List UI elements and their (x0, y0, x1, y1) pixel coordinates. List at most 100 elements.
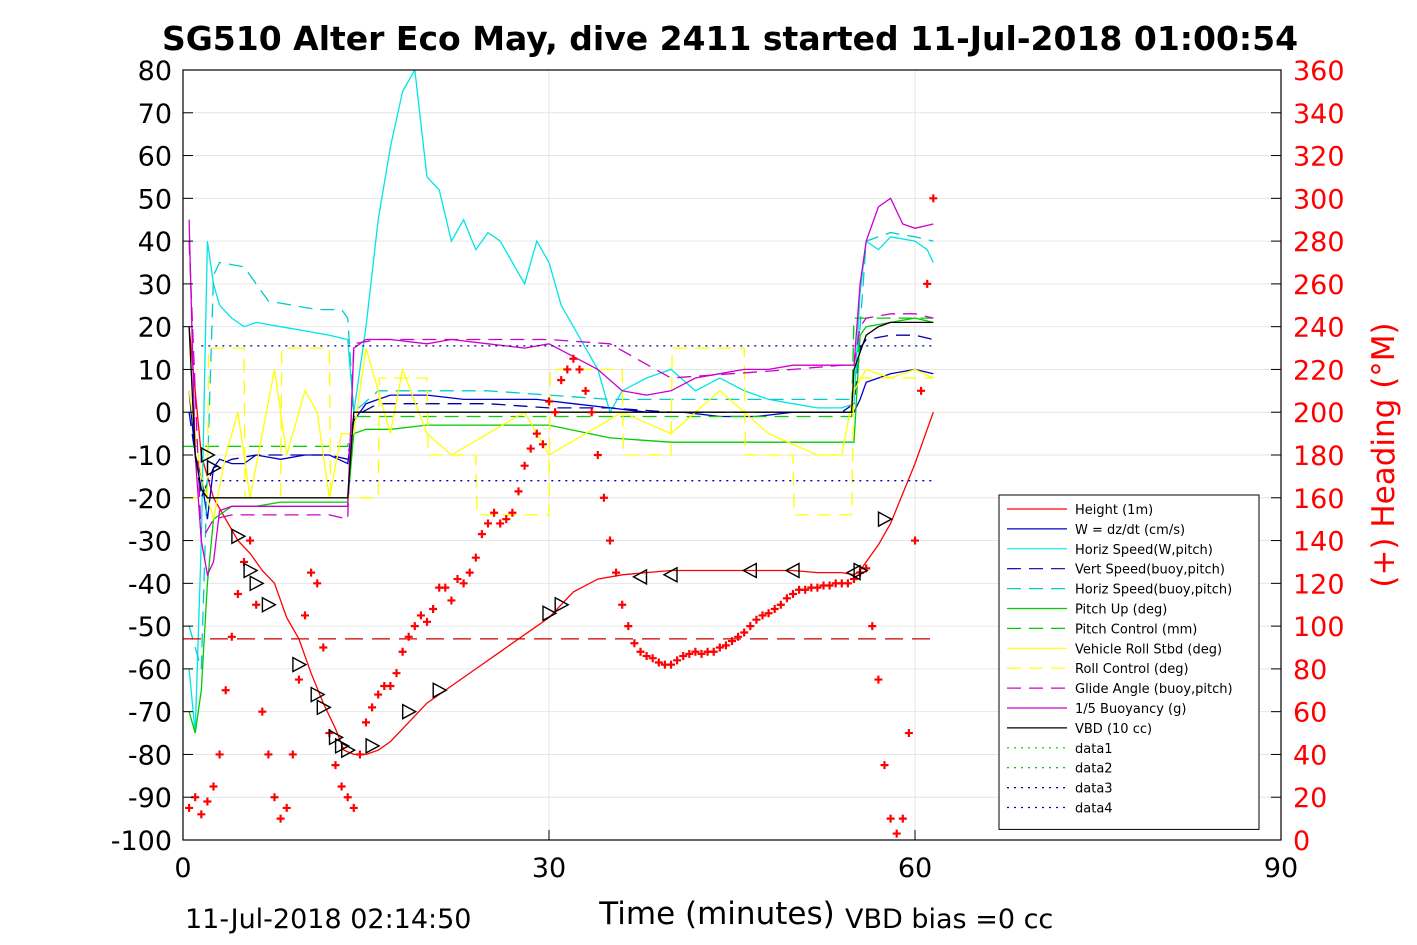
heading-point-93 (752, 615, 761, 624)
y-tick-label-left-9: -10 (128, 441, 172, 472)
y-tick-label-right-6: 240 (1293, 313, 1345, 344)
legend-label-12: data1 (1075, 742, 1113, 757)
heading-point-114 (880, 761, 889, 770)
y-tick-label-left-6: 20 (138, 313, 172, 344)
y-tick-label-right-18: 0 (1293, 826, 1310, 857)
heading-point-115 (886, 814, 895, 823)
y-tick-label-right-9: 180 (1293, 441, 1345, 472)
y-tick-label-left-1: 70 (138, 99, 172, 130)
y-tick-label-right-11: 140 (1293, 527, 1345, 558)
y-tick-label-right-12: 120 (1293, 569, 1345, 600)
series-line-horiz-speed-w-pitch (188, 70, 934, 734)
heading-point-120 (917, 386, 926, 395)
heading-point-99 (789, 590, 797, 599)
heading-point-28 (355, 750, 364, 759)
legend-box (998, 494, 1260, 830)
heading-point-55 (520, 461, 529, 470)
heading-point-22 (319, 643, 328, 652)
heading-point-26 (343, 793, 352, 802)
heading-point-24 (331, 761, 340, 770)
dive-marker-4 (249, 575, 265, 592)
dive-marker-1 (206, 459, 222, 477)
heading-point-42 (441, 583, 450, 592)
heading-point-76 (648, 654, 657, 663)
heading-point-90 (734, 632, 743, 641)
heading-point-39 (423, 617, 431, 626)
y-tick-label-left-5: 30 (138, 270, 172, 301)
heading-point-69 (606, 536, 614, 545)
climb-marker-1 (662, 566, 678, 583)
heading-point-33 (386, 682, 395, 690)
chart-title: SG510 Alter Eco May, dive 2411 started 1… (162, 19, 1298, 58)
heading-point-81 (679, 652, 688, 661)
legend-label-13: data2 (1075, 762, 1113, 777)
heading-point-43 (447, 596, 456, 605)
series-line-horiz-speed-buoy-pitch (188, 231, 934, 670)
heading-point-75 (642, 652, 651, 661)
heading-point-8 (233, 590, 242, 599)
y-tick-label-right-16: 40 (1293, 740, 1327, 771)
series-line-1-5-buoyancy-g (188, 197, 934, 577)
legend-label-14: data3 (1075, 782, 1113, 797)
series-line-vbd-10-cc (188, 321, 934, 499)
y-tick-label-left-16: -80 (128, 740, 172, 771)
y-tick-label-left-15: -70 (128, 698, 172, 729)
dive-marker-5 (261, 596, 277, 613)
heading-point-47 (471, 553, 480, 562)
heading-point-86 (709, 647, 718, 656)
legend-label-3: Vert Speed(buoy,pitch) (1075, 563, 1225, 578)
heading-point-5 (215, 750, 224, 759)
heading-point-10 (246, 536, 255, 545)
heading-point-18 (294, 675, 303, 684)
dive-marker-8 (316, 699, 332, 716)
heading-point-2 (197, 810, 206, 819)
heading-point-44 (453, 575, 462, 584)
heading-point-101 (801, 585, 810, 594)
heading-point-11 (252, 600, 261, 609)
footer-timestamp: 11-Jul-2018 02:14:50 (185, 904, 471, 935)
legend-label-15: data4 (1075, 802, 1113, 817)
heading-point-17 (288, 750, 297, 759)
y-tick-label-left-3: 50 (138, 184, 172, 215)
heading-point-25 (337, 782, 346, 791)
heading-point-108 (843, 579, 852, 588)
series-line-pitch-up-deg (188, 317, 934, 734)
series-layer (183, 70, 934, 756)
heading-point-30 (368, 703, 377, 712)
heading-point-122 (929, 194, 938, 203)
heading-point-35 (398, 647, 407, 656)
y-tick-label-left-13: -50 (128, 612, 172, 643)
y-tick-label-right-14: 80 (1293, 655, 1327, 686)
heading-point-57 (532, 429, 541, 438)
heading-point-82 (685, 649, 694, 658)
heading-point-117 (898, 814, 907, 823)
heading-point-92 (746, 622, 755, 631)
footer-vbd-bias: VBD bias =0 cc (845, 904, 1053, 935)
x-tick-label-2: 60 (898, 853, 932, 884)
dive-marker-2 (231, 528, 247, 545)
heading-point-59 (545, 397, 553, 406)
dive-marker-18 (877, 510, 893, 528)
heading-point-65 (581, 386, 590, 395)
heading-point-116 (892, 829, 901, 838)
x-tick-label-3: 90 (1264, 853, 1298, 884)
y-tick-label-left-4: 40 (138, 227, 172, 258)
dive-marker-13 (402, 703, 418, 720)
heading-point-36 (404, 632, 413, 641)
y-tick-label-right-1: 340 (1293, 99, 1345, 130)
heading-point-60 (551, 408, 560, 417)
heading-point-0 (185, 803, 194, 812)
heading-point-105 (825, 581, 834, 590)
heading-point-37 (410, 622, 419, 631)
y-tick-label-right-4: 280 (1293, 227, 1345, 258)
direction-markers (200, 446, 893, 759)
heading-point-46 (465, 568, 474, 577)
x-axis-label: Time (minutes) (598, 896, 834, 932)
heading-point-62 (563, 365, 572, 374)
heading-point-52 (502, 515, 511, 524)
y-tick-label-left-18: -100 (111, 826, 172, 857)
climb-marker-2 (741, 562, 757, 579)
legend-label-11: VBD (10 cc) (1075, 722, 1152, 737)
y-tick-label-left-7: 10 (138, 355, 172, 386)
legend-label-6: Pitch Control (mm) (1075, 622, 1197, 637)
